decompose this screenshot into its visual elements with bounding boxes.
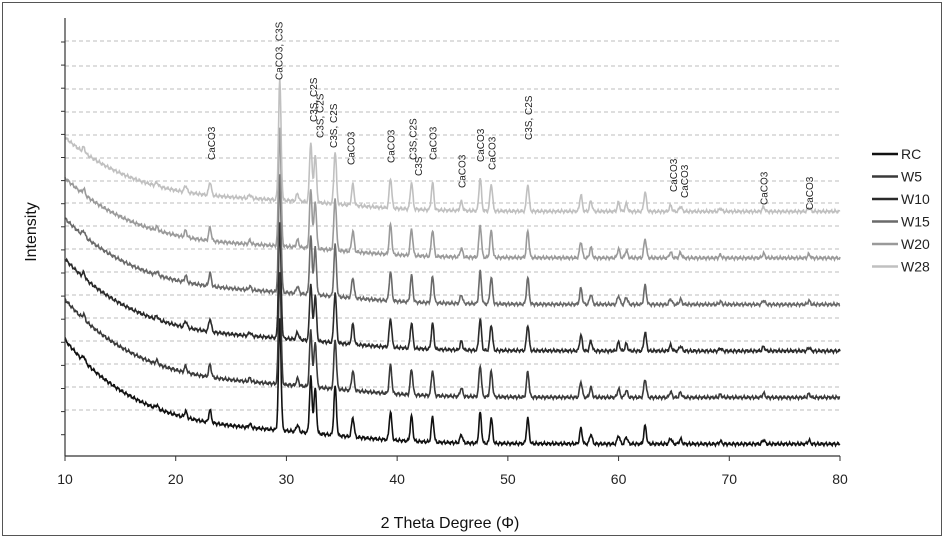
series-lines [64, 78, 841, 449]
peak-annotation: C3S, C2S [309, 77, 320, 122]
legend: RC W5 W10 W15 W20 W28 [872, 146, 930, 275]
x-tick-label: 30 [279, 471, 295, 487]
series-line-w5 [64, 272, 841, 402]
peak-annotation: CaCO3 [429, 126, 440, 160]
legend-label-w5: W5 [901, 169, 922, 185]
x-tick-label: 60 [611, 471, 627, 487]
peak-annotation: C3S,C2S [409, 118, 420, 160]
x-tick-label: 20 [168, 471, 184, 487]
x-tick-label: 50 [500, 471, 516, 487]
peak-annotation: C3S, C2S [524, 95, 535, 140]
peak-annotation: CaCO3 [680, 164, 691, 198]
peak-annotation: CaCO3 [760, 171, 771, 205]
peak-annotation: CaCO3 [457, 154, 468, 188]
x-tick-label: 70 [721, 471, 737, 487]
peak-annotation: C3S, C2S [316, 93, 327, 138]
legend-label-w28: W28 [901, 259, 930, 275]
legend-label-w20: W20 [901, 236, 930, 252]
peak-annotation: C3S, C2S [329, 103, 340, 148]
series-line-w15 [64, 174, 841, 309]
peak-annotation: CaCO3, C3S [275, 21, 286, 80]
legend-label-rc: RC [901, 146, 921, 162]
peak-annotation: CaCO3 [805, 176, 816, 210]
series-line-w10 [64, 222, 841, 355]
series-line-rc [64, 318, 841, 449]
peak-annotation: CaCO3 [387, 129, 398, 163]
y-axis-title: Intensity [23, 202, 40, 262]
peak-annotation: CaCO3 [487, 136, 498, 170]
gridlines [65, 40, 840, 411]
peak-annotation: CaCO3 [347, 131, 358, 165]
x-axis-title: 2 Theta Degree (Φ) [381, 515, 520, 532]
axes [61, 18, 841, 461]
peak-annotation: CaCO3 [476, 128, 487, 162]
legend-label-w10: W10 [901, 191, 930, 207]
series-line-w20 [64, 127, 841, 263]
legend-label-w15: W15 [901, 214, 930, 230]
peak-annotation: CaCO3 [669, 158, 680, 192]
series-line-w28 [64, 78, 841, 216]
peak-annotation: C3S [414, 156, 425, 176]
x-tick-label: 10 [57, 471, 73, 487]
x-tick-label: 80 [832, 471, 848, 487]
x-tick-label: 40 [389, 471, 405, 487]
x-tick-labels: 10 20 30 40 50 60 70 80 [57, 471, 848, 487]
peak-annotation: CaCO3 [207, 126, 218, 160]
